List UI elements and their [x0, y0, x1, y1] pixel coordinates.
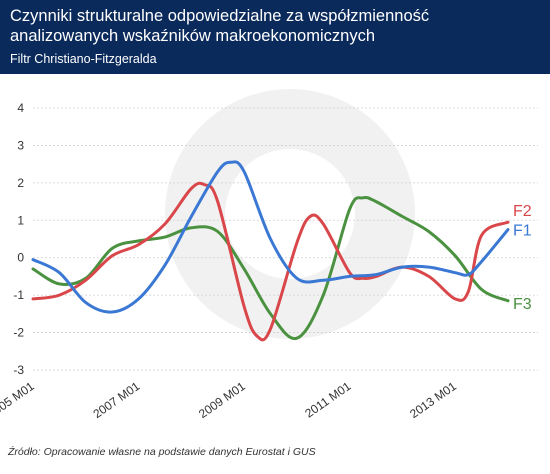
y-tick-label: 2 — [17, 176, 24, 190]
y-tick-label: 1 — [17, 213, 24, 227]
series-label-f1: F1 — [513, 223, 532, 240]
line-chart: -3 -2 -1 0 1 2 3 4 2005 M01 2007 M01 2009 M01 2011… — [0, 89, 538, 421]
series-label-f2: F2 — [513, 203, 532, 220]
grid — [33, 107, 538, 371]
x-tick-label: 2005 M01 — [0, 379, 37, 421]
series-labels: F3 F2 F1 — [513, 203, 532, 313]
y-tick-label: 0 — [17, 251, 24, 265]
series-line-f1 — [31, 160, 510, 314]
series-lines — [31, 160, 510, 342]
y-tick-label: -3 — [13, 363, 24, 377]
chart-title: Czynniki strukturalne odpowiedzialne za … — [10, 7, 430, 45]
y-tick-label: -1 — [13, 288, 24, 302]
watermark-logo — [165, 89, 415, 339]
source-note: Źródło: Opracowanie własne na podstawie … — [8, 446, 316, 458]
x-tick-label: 2007 M01 — [91, 379, 143, 421]
x-tick-label: 2011 M01 — [302, 379, 353, 421]
series-label-f3: F3 — [513, 296, 532, 313]
x-axis-ticks: 2005 M01 2007 M01 2009 M01 2011 M01 2013 M01 — [0, 379, 459, 421]
chart-subtitle: Filtr Christiano-Fitzgeralda — [10, 52, 157, 66]
y-tick-label: -2 — [13, 326, 24, 340]
chart-header: Czynniki strukturalne odpowiedzialne za … — [0, 0, 550, 74]
y-tick-label: 4 — [17, 101, 24, 115]
y-axis-ticks: -3 -2 -1 0 1 2 3 4 — [13, 101, 24, 377]
series-line-f3 — [31, 195, 510, 341]
x-tick-label: 2013 M01 — [407, 379, 459, 421]
y-tick-label: 3 — [17, 138, 24, 152]
series-line-f2 — [31, 181, 510, 342]
x-tick-label: 2009 M01 — [196, 379, 248, 421]
